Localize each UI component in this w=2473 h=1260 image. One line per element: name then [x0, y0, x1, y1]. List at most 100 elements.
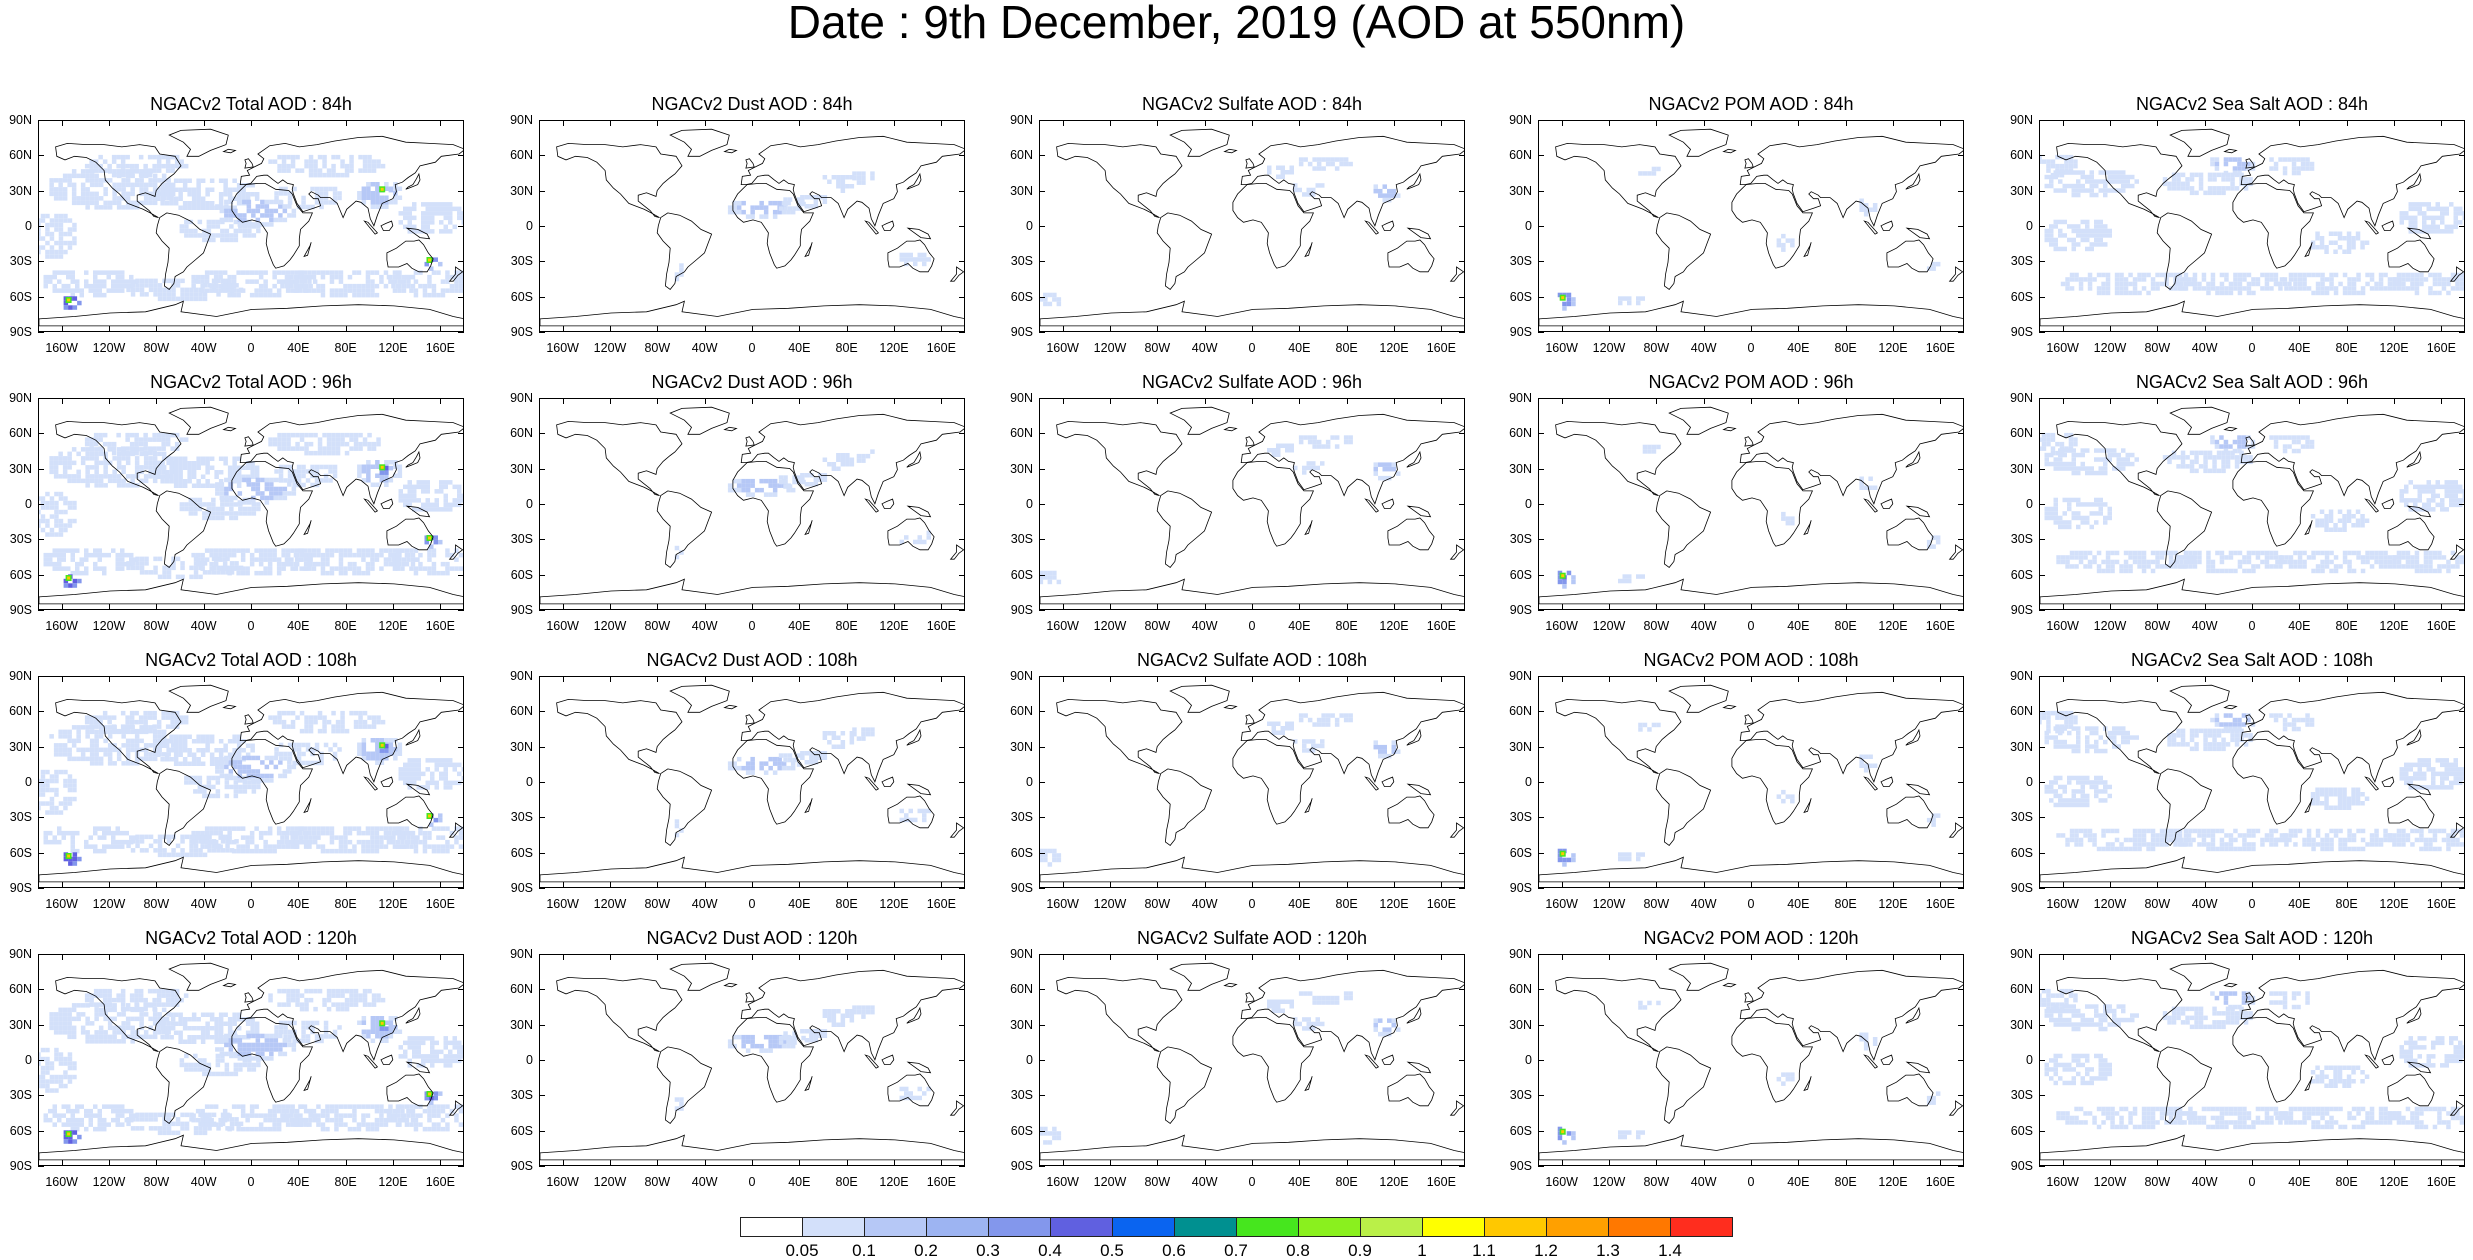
map-canvas — [1040, 406, 1464, 605]
longitude-label: 0 — [748, 619, 756, 633]
longitude-tick — [894, 882, 895, 888]
latitude-tick — [38, 711, 44, 713]
latitude-label: 0 — [25, 1053, 32, 1067]
latitude-tick — [2459, 954, 2465, 955]
longitude-tick — [1751, 326, 1752, 332]
longitude-label: 120E — [1878, 619, 1908, 633]
latitude-tick — [1459, 155, 1465, 157]
longitude-label: 160W — [1545, 341, 1578, 355]
latitude-label: 60N — [510, 704, 533, 719]
latitude-tick — [458, 261, 464, 263]
longitude-tick — [1346, 882, 1348, 888]
latitude-tick — [38, 296, 44, 298]
longitude-tick — [894, 676, 895, 682]
longitude-label: 40E — [2288, 341, 2311, 355]
longitude-tick — [1609, 1160, 1610, 1166]
latitude-tick — [458, 398, 464, 399]
longitude-label: 80E — [1834, 1175, 1857, 1189]
panel-title: NGACv2 Sulfate AOD : 120h — [1136, 928, 1368, 948]
longitude-tick — [846, 120, 848, 126]
latitude-tick — [1538, 1130, 1544, 1132]
latitude-tick — [1958, 504, 1964, 505]
latitude-tick — [38, 504, 44, 505]
longitude-tick — [109, 882, 110, 888]
latitude-tick — [2039, 155, 2045, 157]
longitude-label: 80E — [1335, 341, 1358, 355]
latitude-tick — [2459, 296, 2465, 298]
longitude-tick — [1893, 326, 1894, 332]
latitude-label: 90N — [1509, 113, 1532, 127]
latitude-tick — [1958, 468, 1964, 470]
longitude-label: 160E — [2426, 619, 2456, 633]
longitude-tick — [345, 954, 347, 960]
longitude-tick — [1656, 326, 1658, 332]
longitude-tick — [156, 604, 158, 610]
latitude-label: 90S — [1010, 1159, 1033, 1173]
latitude-label: 90N — [1010, 669, 1033, 683]
longitude-label: 80E — [835, 341, 858, 355]
longitude-label: 160E — [926, 619, 956, 633]
latitude-tick — [1538, 817, 1544, 819]
longitude-label: 160W — [1046, 619, 1079, 633]
longitude-label: 80W — [2144, 897, 2171, 911]
latitude-tick — [38, 226, 44, 227]
colorbar-swatch — [988, 1217, 1051, 1237]
longitude-label: 40E — [287, 341, 310, 355]
longitude-tick — [1204, 954, 1206, 960]
longitude-label: 40W — [691, 341, 718, 355]
longitude-label: 160W — [45, 897, 78, 911]
latitude-label: 90N — [510, 947, 533, 961]
longitude-label: 80E — [334, 1175, 357, 1189]
latitude-label: 90S — [2010, 1159, 2033, 1173]
latitude-tick — [1459, 296, 1465, 298]
longitude-label: 0 — [748, 341, 756, 355]
latitude-tick — [2039, 1095, 2045, 1097]
latitude-tick — [2459, 676, 2465, 677]
longitude-tick — [1940, 326, 1942, 332]
latitude-tick — [38, 1095, 44, 1097]
latitude-tick — [1958, 711, 1964, 713]
longitude-tick — [2252, 954, 2253, 960]
longitude-label: 160E — [1426, 897, 1456, 911]
latitude-label: 30S — [1010, 254, 1033, 269]
longitude-label: 160E — [1426, 619, 1456, 633]
longitude-tick — [1798, 398, 1800, 404]
latitude-label: 60S — [1509, 289, 1532, 304]
latitude-tick — [38, 852, 44, 854]
longitude-tick — [1252, 326, 1253, 332]
latitude-tick — [1538, 190, 1544, 192]
latitude-tick — [1039, 155, 1045, 157]
map-plot-area — [539, 676, 965, 888]
map-canvas — [2040, 128, 2464, 327]
latitude-tick — [1039, 989, 1045, 991]
longitude-tick — [1062, 120, 1064, 126]
longitude-label: 160W — [546, 619, 579, 633]
map-plot-area — [2039, 120, 2465, 332]
longitude-tick — [1204, 326, 1206, 332]
longitude-label: 120W — [2093, 897, 2127, 911]
longitude-tick — [1441, 882, 1443, 888]
longitude-label: 120W — [2093, 619, 2127, 633]
longitude-tick — [298, 676, 300, 682]
longitude-label: 160E — [1925, 897, 1955, 911]
latitude-tick — [38, 539, 44, 541]
latitude-label: 60S — [9, 845, 32, 860]
longitude-tick — [704, 326, 706, 332]
longitude-label: 40E — [2288, 1175, 2311, 1189]
longitude-tick — [1703, 882, 1705, 888]
latitude-label: 30S — [1010, 1088, 1033, 1103]
longitude-tick — [1893, 120, 1894, 126]
longitude-label: 80E — [334, 897, 357, 911]
latitude-tick — [1538, 468, 1544, 470]
longitude-label: 120W — [92, 341, 126, 355]
latitude-tick — [1039, 433, 1045, 435]
latitude-tick — [2459, 782, 2465, 783]
latitude-tick — [539, 261, 545, 263]
longitude-tick — [704, 882, 706, 888]
latitude-tick — [1958, 574, 1964, 576]
longitude-tick — [298, 398, 300, 404]
longitude-tick — [1252, 954, 1253, 960]
latitude-label: 90N — [2010, 947, 2033, 961]
longitude-tick — [657, 398, 659, 404]
longitude-tick — [298, 954, 300, 960]
